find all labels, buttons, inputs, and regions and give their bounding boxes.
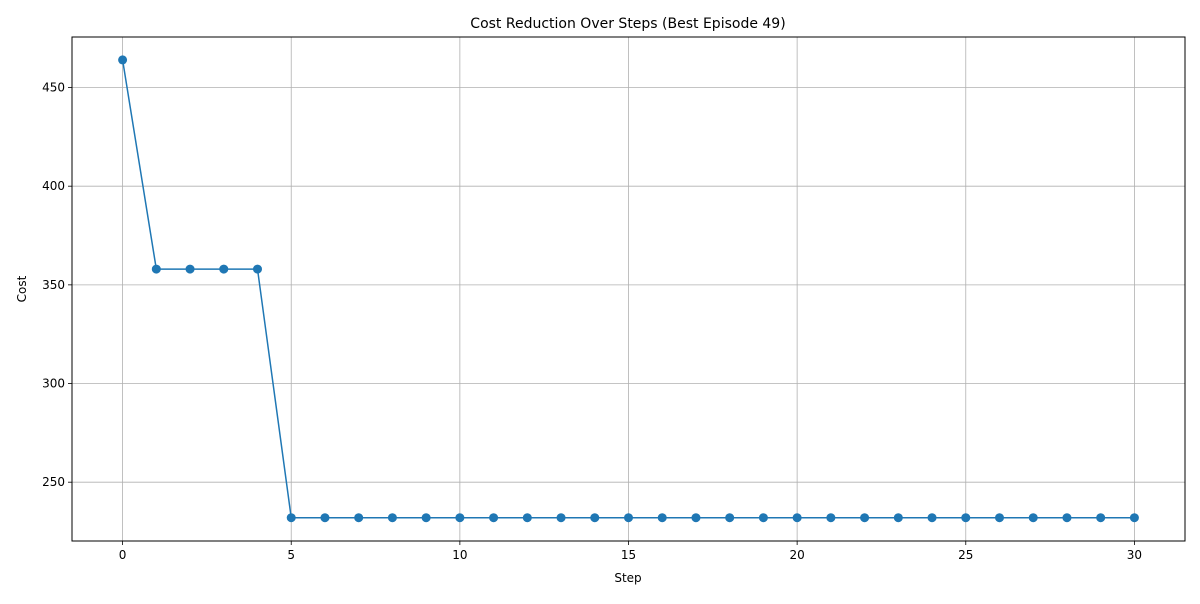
x-tick-label: 20 (789, 548, 804, 562)
data-point (185, 264, 195, 274)
data-point (354, 513, 364, 523)
x-tick-label: 25 (958, 548, 973, 562)
data-point (286, 513, 296, 523)
data-point (1028, 513, 1038, 523)
data-point (961, 513, 971, 523)
data-point (455, 513, 465, 523)
data-point (118, 55, 128, 65)
data-point (590, 513, 600, 523)
y-tick-label: 250 (42, 475, 65, 489)
x-tick-label: 0 (119, 548, 127, 562)
data-point (1062, 513, 1072, 523)
x-tick-label: 10 (452, 548, 467, 562)
x-tick-label: 5 (287, 548, 295, 562)
x-tick-label: 30 (1127, 548, 1142, 562)
series-group (118, 55, 1139, 523)
data-point (489, 513, 499, 523)
data-point (219, 264, 229, 274)
data-point (860, 513, 870, 523)
data-point (995, 513, 1004, 523)
data-point (1096, 513, 1106, 523)
data-point (624, 513, 633, 523)
data-point (253, 264, 262, 274)
data-point (758, 513, 768, 523)
data-point (556, 513, 566, 523)
data-point (320, 513, 330, 523)
x-tick-label: 15 (621, 548, 636, 562)
data-point (691, 513, 701, 523)
data-point (522, 513, 532, 523)
data-point (657, 513, 667, 523)
y-tick-label: 450 (42, 81, 65, 95)
data-point (792, 513, 802, 523)
data-point (927, 513, 937, 523)
y-tick-label: 300 (42, 377, 65, 391)
axis-ticks: 0 5 10 15 20 25 30 250 300 350 400 450 (42, 81, 1142, 562)
y-tick-label: 350 (42, 278, 65, 292)
y-tick-label: 400 (42, 179, 65, 193)
data-point (151, 264, 161, 274)
data-point (725, 513, 735, 523)
data-point (1129, 513, 1139, 523)
data-point (387, 513, 397, 523)
grid (72, 37, 1185, 541)
data-point (421, 513, 431, 523)
x-axis-label: Step (614, 571, 641, 585)
data-point (826, 513, 836, 523)
y-axis-label: Cost (15, 275, 29, 302)
data-point (893, 513, 903, 523)
chart-title: Cost Reduction Over Steps (Best Episode … (470, 16, 785, 32)
